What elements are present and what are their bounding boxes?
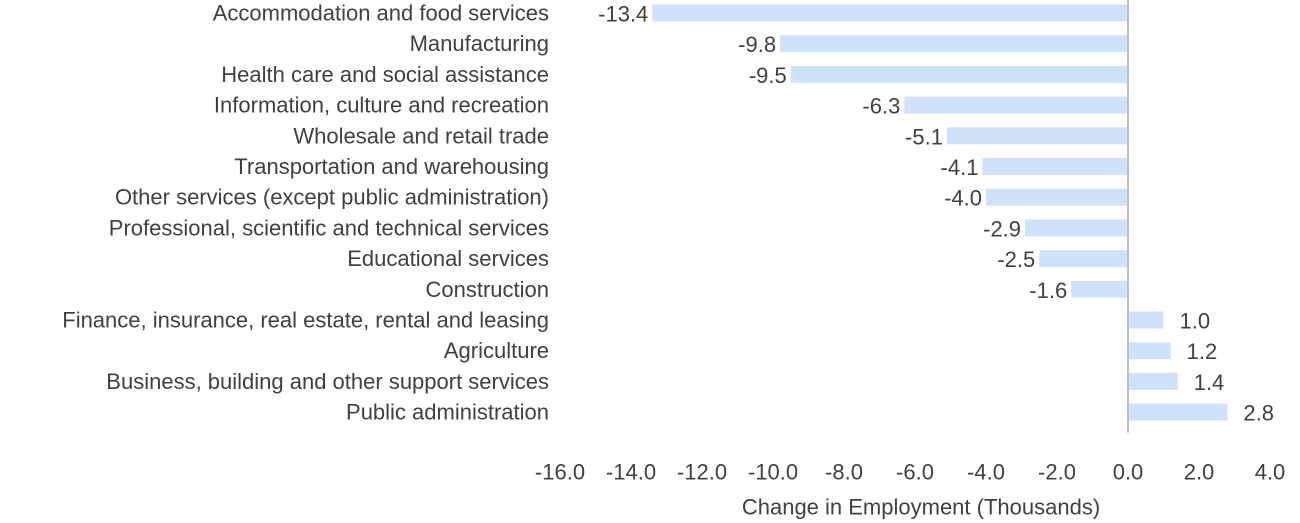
x-tick-label: -16.0 <box>535 460 585 485</box>
value-label: 2.8 <box>1243 401 1274 426</box>
category-label: Finance, insurance, real estate, rental … <box>62 308 549 333</box>
x-tick-label: -14.0 <box>606 460 656 485</box>
category-label: Construction <box>425 277 549 302</box>
x-tick-label: -4.0 <box>967 460 1005 485</box>
bar <box>986 188 1128 206</box>
bar <box>946 127 1128 145</box>
x-axis-tick-labels: -16.0 -14.0 -12.0 -10.0 -8.0 -6.0 -4.0 -2.0 0.0 2… <box>535 460 1285 485</box>
bars-layer <box>652 4 1228 421</box>
value-label: -9.5 <box>749 63 787 88</box>
x-tick-label: -12.0 <box>677 460 727 485</box>
x-tick-label: -2.0 <box>1038 460 1076 485</box>
bar <box>1128 403 1228 421</box>
category-labels: Accommodation and food services Manufactu… <box>62 1 549 425</box>
bar <box>1128 342 1171 360</box>
bar <box>1071 280 1128 298</box>
bar <box>1025 219 1128 237</box>
category-label: Public administration <box>346 400 549 425</box>
value-label: -5.1 <box>905 124 943 149</box>
value-labels: -13.4 -9.8 -9.5 -6.3-5.1 -4.1 -4.0-2.9 -2.5 -1.… <box>598 2 1274 426</box>
x-tick-label: 4.0 <box>1255 460 1286 485</box>
value-label: -4.0 <box>944 186 982 211</box>
category-label: Health care and social assistance <box>221 62 549 87</box>
bar <box>1128 311 1164 329</box>
value-label: -1.6 <box>1029 278 1067 303</box>
value-label: 1.0 <box>1180 309 1211 334</box>
category-label: Transportation and warehousing <box>234 154 549 179</box>
value-label: -2.9 <box>983 216 1021 241</box>
value-label: 1.4 <box>1194 370 1225 395</box>
bar <box>652 4 1128 22</box>
bar <box>1039 250 1128 268</box>
value-label: -4.1 <box>941 155 979 180</box>
x-axis-title: Change in Employment (Thousands) <box>742 495 1100 520</box>
value-label: 1.2 <box>1187 339 1218 364</box>
x-tick-label: 2.0 <box>1184 460 1215 485</box>
category-label: Accommodation and food services <box>213 1 549 26</box>
value-label: -6.3 <box>862 94 900 119</box>
category-label: Professional, scientific and technical s… <box>109 215 549 240</box>
category-label: Educational services <box>347 246 549 271</box>
x-tick-label: 0.0 <box>1113 460 1144 485</box>
value-label: -13.4 <box>598 2 648 27</box>
category-label: Business, building and other support ser… <box>106 369 549 394</box>
category-label: Information, culture and recreation <box>214 93 549 118</box>
x-tick-label: -10.0 <box>748 460 798 485</box>
bar <box>1128 372 1178 390</box>
value-label: -9.8 <box>738 32 776 57</box>
category-label: Wholesale and retail trade <box>293 123 549 148</box>
bar <box>790 65 1128 83</box>
bar <box>982 158 1128 175</box>
bar <box>780 35 1128 53</box>
value-label: -2.5 <box>997 247 1035 272</box>
category-label: Other services (except public administra… <box>115 185 549 210</box>
x-tick-label: -8.0 <box>825 460 863 485</box>
x-tick-label: -6.0 <box>896 460 934 485</box>
category-label: Manufacturing <box>410 31 549 56</box>
bar <box>904 96 1128 114</box>
category-label: Agriculture <box>444 338 549 363</box>
